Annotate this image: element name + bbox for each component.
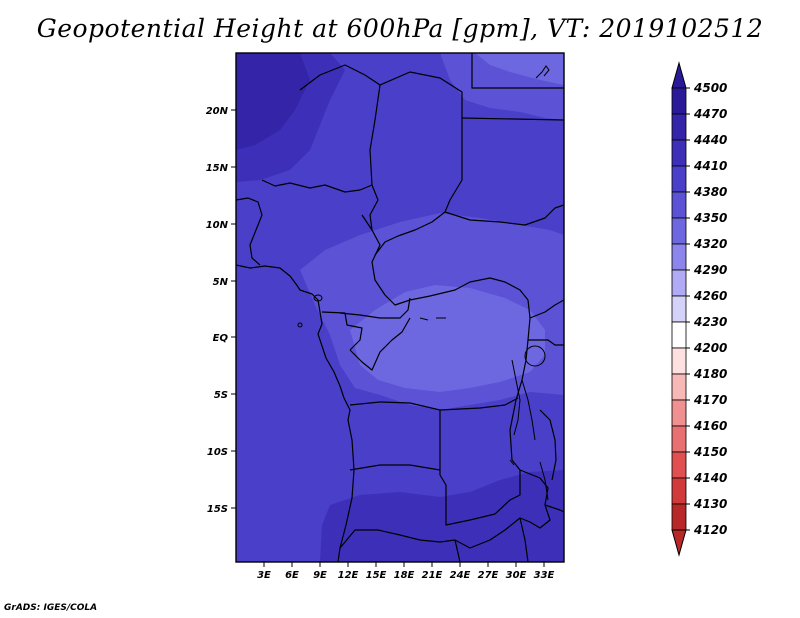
map-title: Geopotential Height at 600hPa [gpm], VT:… [36, 14, 764, 43]
lat-tick-label: 5N [213, 277, 229, 288]
colorbar-level-label: 4230 [693, 315, 727, 329]
colorbar-level-label: 4440 [693, 133, 727, 147]
lon-tick-label: 33E [534, 570, 555, 581]
colorbar-swatch [671, 139, 687, 167]
colorbar-level-label: 4500 [693, 81, 727, 95]
lat-tick-label: EQ [213, 333, 229, 344]
colorbar-level-label: 4200 [693, 341, 727, 355]
colorbar-swatch [671, 165, 687, 193]
colorbar-level-label: 4160 [693, 419, 727, 433]
colorbar-bottom-arrow [671, 529, 687, 557]
lon-tick-label: 24E [450, 570, 471, 581]
colorbar-swatch [671, 399, 687, 427]
colorbar-swatch [671, 321, 687, 349]
colorbar-swatch [671, 217, 687, 245]
lon-tick-label: 3E [257, 570, 271, 581]
colorbar-swatch [671, 243, 687, 271]
lon-tick-label: 18E [394, 570, 415, 581]
map-panel [236, 53, 564, 562]
lat-tick-label: 15S [207, 504, 228, 515]
lon-tick-label: 21E [422, 570, 443, 581]
credit-label: GrADS: IGES/COLA [4, 603, 98, 613]
colorbar-level-label: 4130 [693, 497, 727, 511]
lon-tick-label: 27E [478, 570, 499, 581]
height-field-4470-northwest [236, 53, 310, 150]
colorbar-swatch [671, 191, 687, 219]
colorbar-swatch [671, 451, 687, 479]
lat-tick-label: 10N [206, 220, 229, 231]
lon-tick-label: 15E [366, 570, 387, 581]
colorbar-level-label: 4150 [693, 445, 727, 459]
lon-tick-label: 12E [338, 570, 359, 581]
colorbar-level-label: 4140 [693, 471, 727, 485]
colorbar-level-label: 4410 [693, 159, 727, 173]
map-frame [235, 52, 565, 563]
colorbar-swatch [671, 425, 687, 453]
height-field-4440-south [320, 470, 564, 562]
lakes-islands [297, 65, 550, 501]
colorbar-swatch [671, 373, 687, 401]
lat-tick-labels: 20N 15N 10N 5N EQ 5S 10S 15S [206, 106, 229, 515]
country-borders [236, 53, 564, 562]
colorbar-level-label: 4470 [693, 107, 727, 121]
height-field-4350-northeast [475, 53, 564, 85]
colorbar-swatch [671, 477, 687, 505]
lon-tick-label: 9E [313, 570, 327, 581]
lat-tick-label: 5S [214, 390, 228, 401]
colorbar-top-arrow [671, 61, 687, 89]
lon-axis [263, 562, 545, 567]
colorbar-level-label: 4120 [693, 523, 727, 537]
lat-tick-label: 10S [207, 447, 228, 458]
colorbar-swatch [671, 347, 687, 375]
colorbar-swatch [671, 113, 687, 141]
colorbar: 4500 4470 4440 4410 4380 4350 4320 4290 4260 4230… [671, 61, 727, 557]
colorbar-level-label: 4350 [693, 211, 727, 225]
lat-tick-label: 20N [206, 106, 229, 117]
colorbar-swatch [671, 87, 687, 115]
lon-tick-label: 6E [285, 570, 299, 581]
colorbar-swatch [671, 269, 687, 297]
colorbar-level-label: 4260 [693, 289, 727, 303]
colorbar-level-label: 4170 [693, 393, 727, 407]
lat-tick-label: 15N [206, 163, 229, 174]
lat-axis [231, 109, 236, 509]
colorbar-level-label: 4320 [693, 237, 727, 251]
colorbar-level-label: 4290 [693, 263, 727, 277]
height-field-4350-central [350, 285, 545, 392]
lon-tick-label: 30E [506, 570, 527, 581]
colorbar-level-label: 4180 [693, 367, 727, 381]
lon-tick-labels: 3E 6E 9E 12E 15E 18E 21E 24E 27E 30E 33E [257, 570, 554, 581]
colorbar-swatch [671, 295, 687, 323]
colorbar-swatch [671, 503, 687, 531]
colorbar-level-label: 4380 [693, 185, 727, 199]
